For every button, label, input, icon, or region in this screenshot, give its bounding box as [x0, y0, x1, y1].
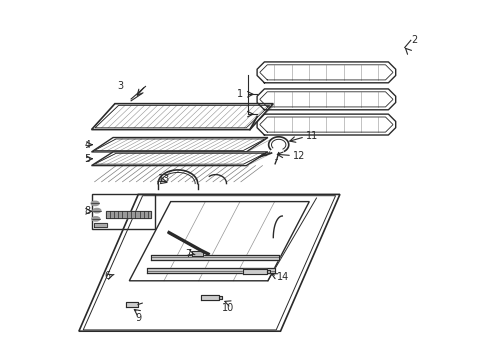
Polygon shape	[257, 62, 395, 83]
Polygon shape	[95, 105, 269, 128]
Polygon shape	[94, 223, 107, 227]
Polygon shape	[94, 139, 264, 150]
Polygon shape	[126, 302, 138, 307]
Ellipse shape	[93, 208, 101, 213]
Ellipse shape	[91, 201, 99, 206]
Ellipse shape	[92, 217, 100, 221]
Polygon shape	[94, 153, 264, 164]
Text: 13: 13	[158, 174, 170, 184]
Polygon shape	[243, 269, 266, 274]
Text: 14: 14	[276, 272, 288, 282]
Polygon shape	[192, 251, 203, 256]
Polygon shape	[151, 255, 279, 260]
Polygon shape	[79, 194, 339, 331]
Text: 11: 11	[305, 131, 317, 141]
Polygon shape	[257, 114, 395, 135]
Text: 5: 5	[84, 154, 91, 164]
Text: 2: 2	[410, 35, 417, 45]
Polygon shape	[218, 296, 222, 299]
Polygon shape	[201, 295, 218, 300]
Polygon shape	[106, 211, 151, 218]
Text: 3: 3	[118, 81, 123, 91]
Text: 9: 9	[135, 313, 141, 323]
Text: 10: 10	[222, 303, 234, 314]
Polygon shape	[147, 268, 274, 273]
Text: 6: 6	[104, 271, 110, 281]
Text: 8: 8	[84, 206, 90, 216]
Bar	[91, 194, 154, 229]
Polygon shape	[266, 270, 270, 273]
Polygon shape	[257, 89, 395, 110]
Text: 12: 12	[292, 150, 305, 161]
Text: 1: 1	[237, 89, 243, 99]
Polygon shape	[91, 152, 267, 166]
Polygon shape	[91, 138, 267, 152]
Text: 4: 4	[84, 140, 91, 150]
Polygon shape	[83, 196, 335, 330]
Text: 7: 7	[184, 249, 191, 259]
Polygon shape	[91, 104, 273, 130]
